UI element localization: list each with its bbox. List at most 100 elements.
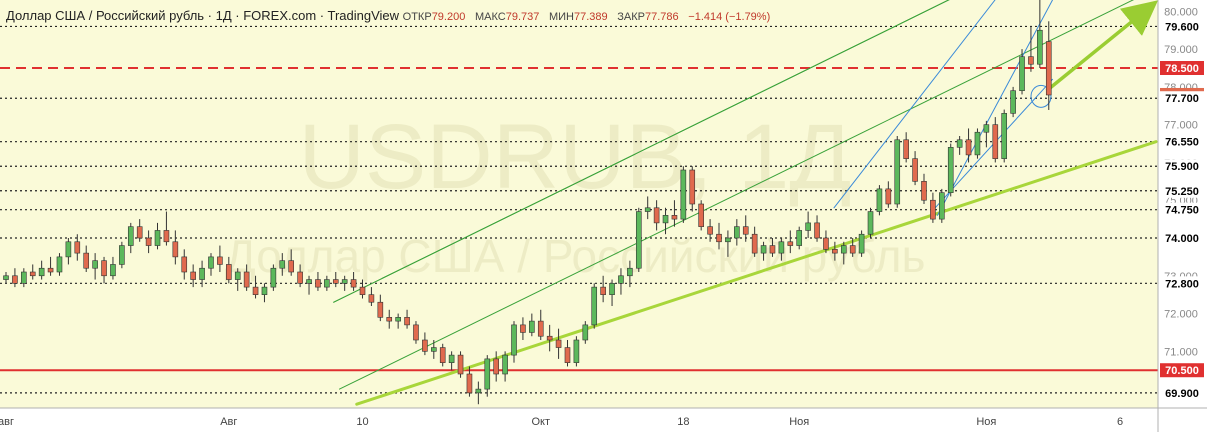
forecast-arrow [1045,0,1159,93]
time-axis-ticks: авгАвг10Окт18НояНоя620202217 [0,416,1123,428]
candle-body [226,264,232,280]
candle-body [582,324,589,341]
candle-body [136,226,143,239]
candle-body [493,358,499,375]
candle-body [413,324,419,341]
candle-body [912,158,918,182]
candle-body [876,188,883,212]
candle-body [751,233,758,254]
candle-body [368,294,375,303]
candle-body [3,275,9,280]
high-value: 79.737 [505,11,540,23]
candle-body [502,354,508,375]
candle-body [1028,56,1034,65]
candle-body [1019,56,1025,91]
time-tick-label: 6 [1117,416,1123,428]
candle-body [564,347,571,363]
candle-body [29,271,36,277]
candle-body [947,147,954,193]
candle-body [350,279,357,288]
open-label: ОТКР [402,11,432,23]
candle-body [252,286,259,295]
candle-body [457,354,464,375]
candle-body [1037,29,1043,65]
candle-body [439,347,446,363]
price-level-label: 69.900 [1165,388,1199,400]
price-tick-label: 72.000 [1164,309,1198,321]
candle-body [992,124,999,159]
price-level-box [1160,61,1204,75]
price-tick-label: 80.000 [1164,6,1198,18]
candle-body [279,260,286,269]
candle-body [306,279,312,284]
price-level-label: 74.000 [1165,233,1199,245]
watermark-symbol: USDRUB, 1Д [298,106,851,208]
price-level-box [1160,19,1204,34]
candle-body [894,139,901,205]
candle-body [930,199,936,220]
candle-body [849,245,856,254]
candle-body [1010,90,1016,114]
open-value: 79.200 [431,11,466,23]
time-tick-label: Окт [531,416,550,428]
price-level-box [1160,231,1204,245]
candle-body [92,260,98,269]
candle-body [288,260,295,273]
candle-body [778,241,785,254]
time-tick-label: 18 [677,416,689,428]
candle-body [591,286,598,326]
candle-body [315,279,321,288]
candle-body [742,226,749,235]
channel-lower-line [339,0,1135,390]
price-tick-label: 77.000 [1164,120,1198,132]
chart-title: Доллар США / Российский рубль · 1Д · FOR… [6,8,400,23]
candle-body [190,271,196,280]
price-level-label: 75.900 [1165,161,1199,173]
candle-body [653,207,660,224]
price-axis-level-labels: 79.60078.50077.78677.70076.55075.90075.2… [1160,19,1204,400]
close-value: 77.786 [645,11,679,23]
candle-body [21,271,27,284]
candle-body [716,233,722,243]
candle-body [698,203,704,227]
price-level-label: 70.500 [1165,365,1199,377]
candle-body [823,237,829,250]
price-level-label: 76.550 [1165,137,1199,149]
candle-body [618,275,624,284]
close-label: ЗАКР [617,11,646,23]
candle-body [217,256,223,265]
candle-body [858,233,865,254]
candle-body [1001,113,1008,159]
candle-body [404,317,410,326]
high-label: МАКС [474,11,506,23]
candle-body [332,279,339,284]
candle-body [983,124,990,133]
candle-body [172,241,179,258]
candle-body [734,226,740,239]
candle-body [956,139,963,148]
candle-body [760,245,767,254]
candle-body [814,222,820,239]
candle-body [520,324,526,333]
candle-body [974,131,981,156]
candle-body [297,271,303,284]
price-level-box [1160,183,1204,198]
candle-body [921,181,927,201]
candle-body [555,339,562,348]
candle-body [965,139,972,156]
candle-body [537,320,544,337]
candle-body [885,188,892,205]
price-level-box [1160,276,1204,291]
candle-body [47,267,54,273]
time-tick-label: Ноя [976,416,996,428]
candle-body [546,335,553,341]
low-label: МИН [548,11,574,23]
candle-body [154,230,161,246]
candle-body [939,192,945,220]
price-level-box [1160,202,1204,217]
price-level-box [1160,385,1204,400]
candle-body [359,286,366,295]
candle-body [101,260,107,277]
candle-body [127,226,134,246]
